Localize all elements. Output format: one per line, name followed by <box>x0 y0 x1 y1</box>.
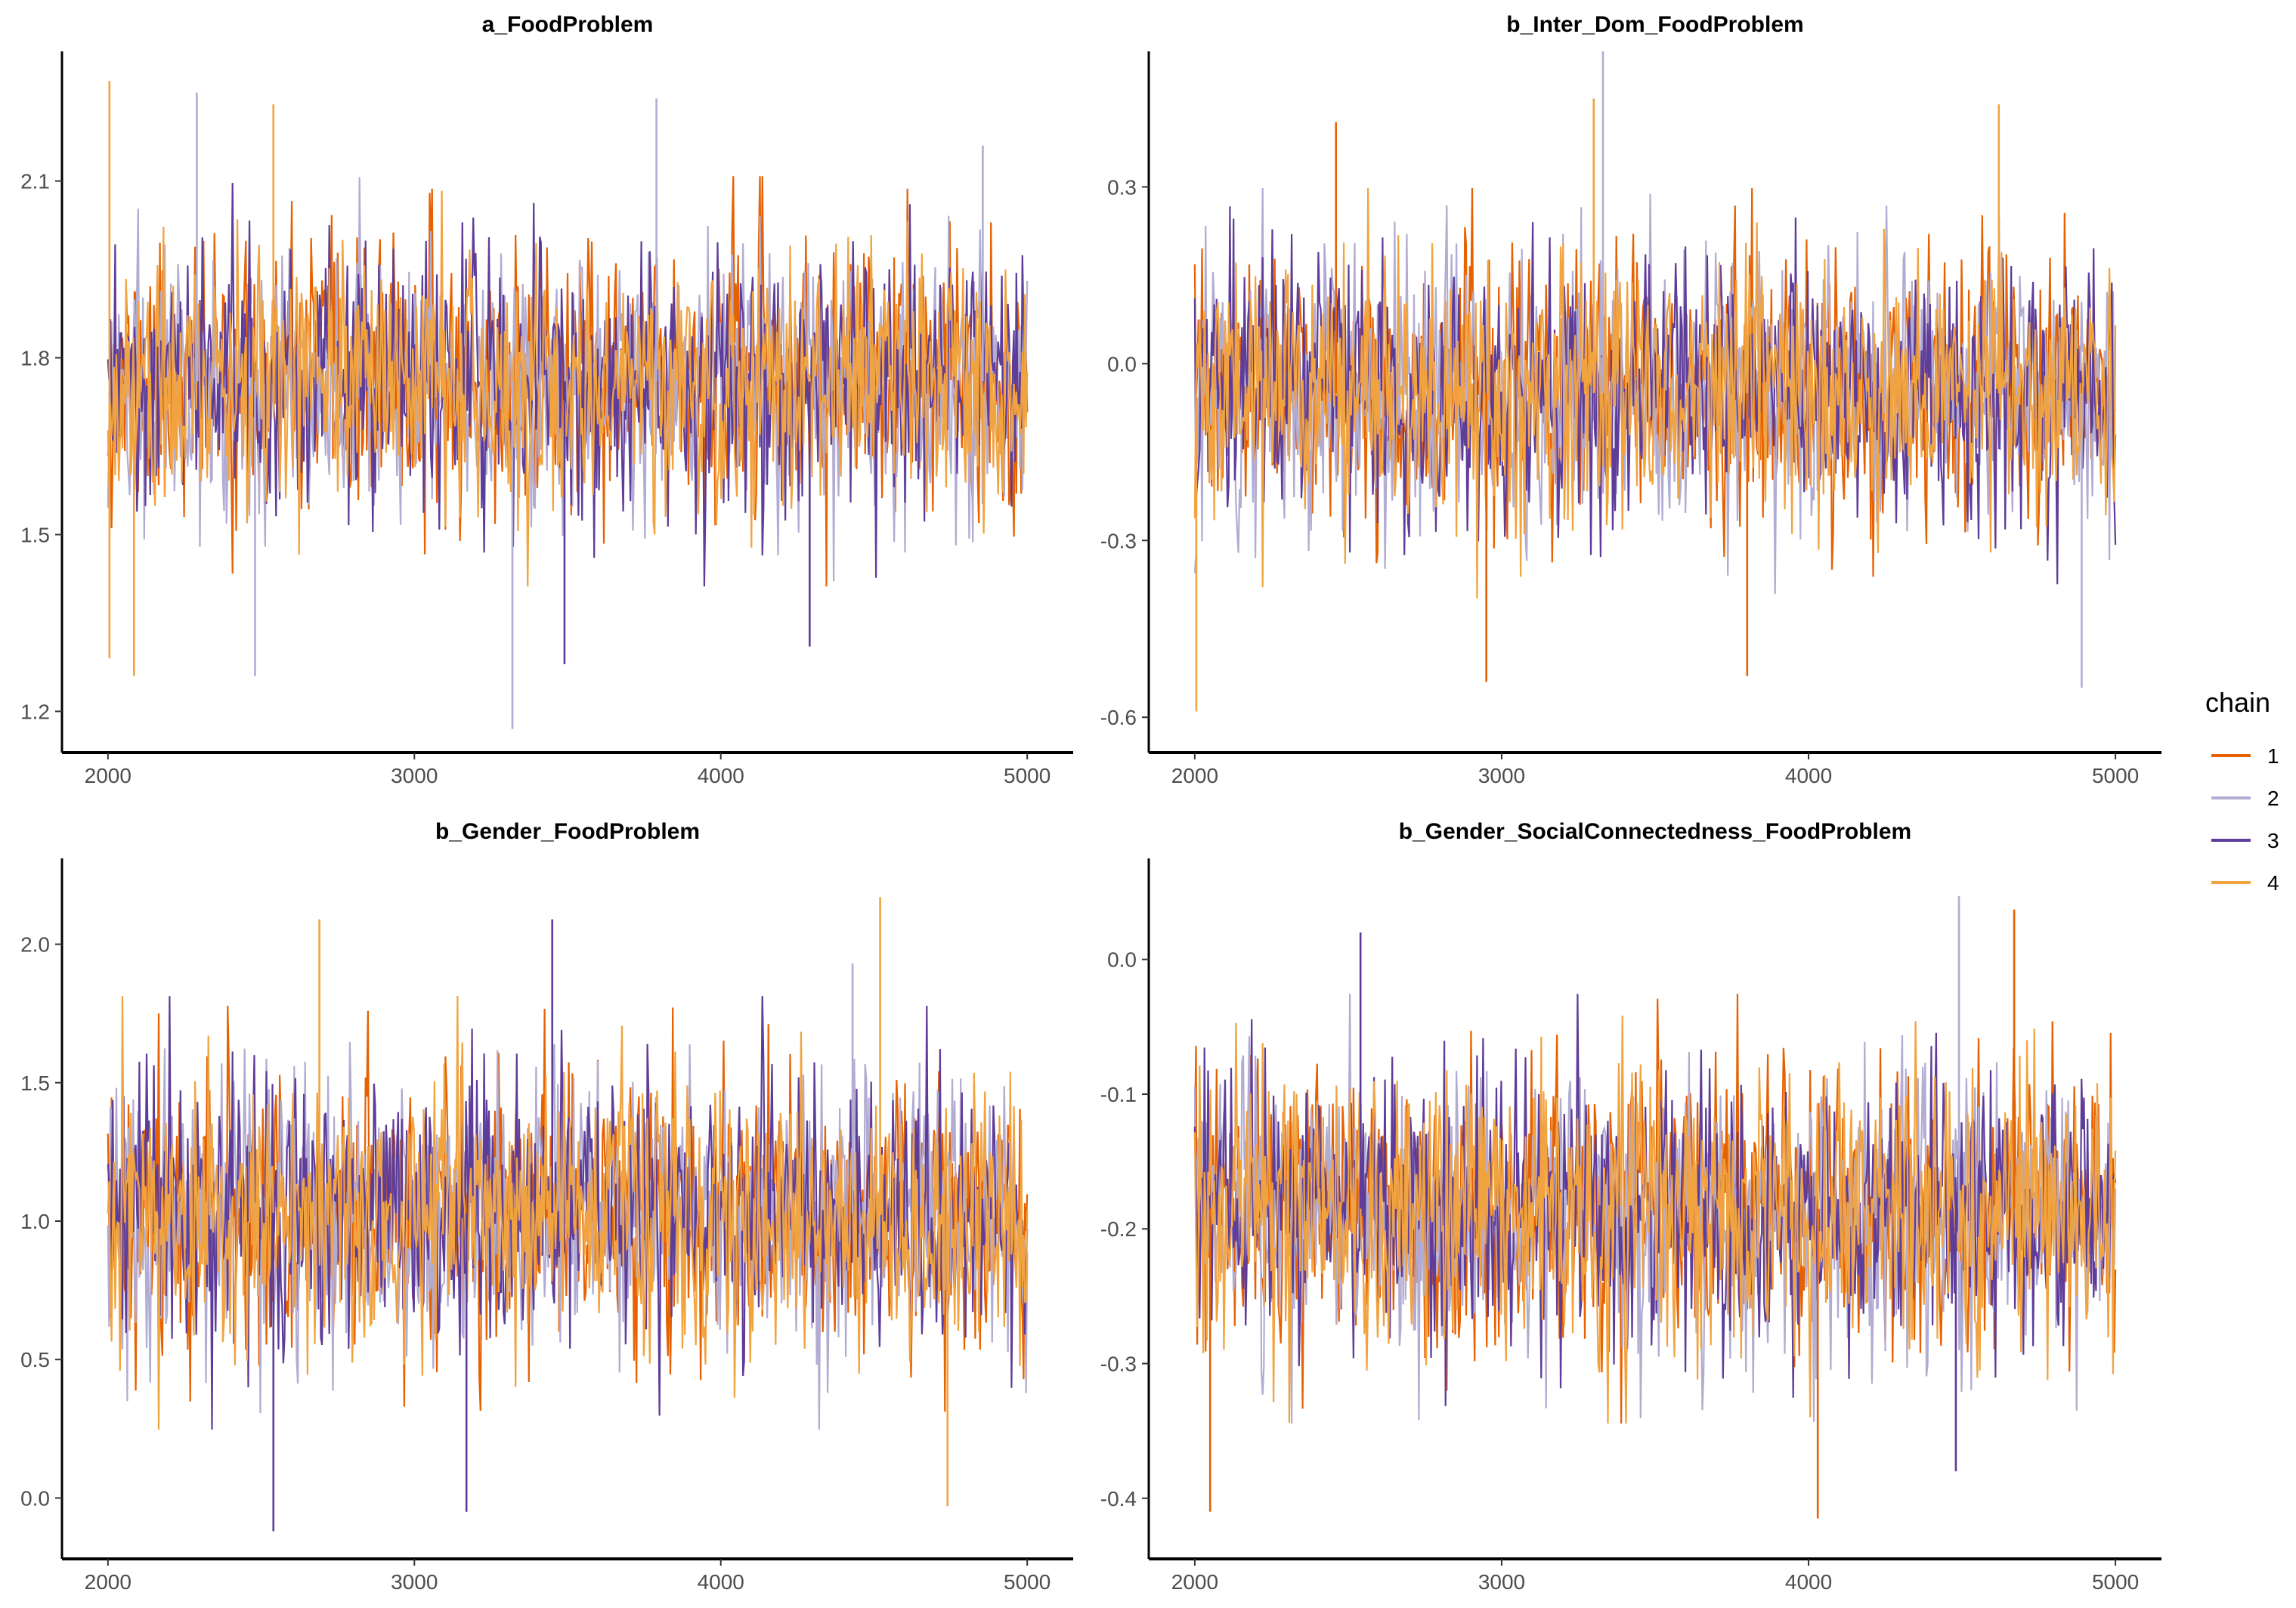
panel-title: b_Inter_Dom_FoodProblem <box>1506 12 1803 37</box>
x-tick-label: 5000 <box>2092 1570 2139 1594</box>
x-tick-label: 3000 <box>391 1570 438 1594</box>
y-tick-label: -0.3 <box>1100 529 1137 552</box>
panel-a-foodproblem: a_FoodProblem 2000 3000 4000 5000 1.2 1.5 1.8 2… <box>20 12 1073 787</box>
y-tick-label: 1.5 <box>20 523 50 546</box>
chain-4-trace <box>107 190 1029 587</box>
y-tick-label: 0.0 <box>20 1486 50 1510</box>
panel-title: a_FoodProblem <box>482 12 654 37</box>
x-tick-label: 4000 <box>698 764 744 787</box>
legend-label: 2 <box>2267 787 2279 810</box>
y-tick-label: 0.0 <box>1107 948 1137 972</box>
x-tick-label: 2000 <box>1171 764 1218 787</box>
legend-entry: 4 <box>2211 871 2279 895</box>
x-tick-label: 4000 <box>1785 764 1832 787</box>
legend-label: 3 <box>2267 829 2279 852</box>
y-tick-label: 1.2 <box>20 700 50 723</box>
y-tick-label: 0.5 <box>20 1348 50 1371</box>
chain-4-trace <box>107 996 1029 1430</box>
y-tick-label: -0.6 <box>1100 706 1137 729</box>
chain-4-trace <box>1193 1015 2117 1424</box>
y-tick-label: 2.0 <box>20 933 50 957</box>
x-tick-label: 3000 <box>1478 764 1525 787</box>
y-tick-label: 1.5 <box>20 1071 50 1095</box>
chain-legend: chain 1 2 3 4 <box>2205 687 2279 895</box>
x-tick-label: 2000 <box>85 764 132 787</box>
y-tick-label: 0.0 <box>1107 352 1137 376</box>
panel-b-gender-foodproblem: b_Gender_FoodProblem 2000 3000 4000 5000 0.0… <box>20 819 1073 1594</box>
x-tick-label: 2000 <box>85 1570 132 1594</box>
legend-title: chain <box>2205 687 2270 718</box>
x-tick-label: 3000 <box>1478 1570 1525 1594</box>
legend-entry: 3 <box>2211 829 2279 852</box>
chain-3-trace <box>107 182 1029 587</box>
y-tick-label: -0.3 <box>1100 1353 1137 1376</box>
x-tick-label: 4000 <box>698 1570 744 1594</box>
legend-entry: 2 <box>2211 787 2279 810</box>
x-tick-label: 5000 <box>1004 1570 1051 1594</box>
y-tick-label: -0.2 <box>1100 1217 1137 1241</box>
legend-label: 4 <box>2267 871 2279 895</box>
x-tick-label: 3000 <box>391 764 438 787</box>
x-tick-label: 4000 <box>1785 1570 1832 1594</box>
panel-title: b_Gender_FoodProblem <box>435 819 700 844</box>
y-tick-label: 1.0 <box>20 1210 50 1233</box>
y-tick-label: 1.8 <box>20 347 50 370</box>
chain-4-trace <box>1193 187 2117 598</box>
y-tick-label: 2.1 <box>20 170 50 193</box>
x-tick-label: 5000 <box>1004 764 1051 787</box>
legend-entry: 1 <box>2211 744 2279 768</box>
y-tick-label: -0.1 <box>1100 1083 1137 1106</box>
y-tick-label: -0.4 <box>1100 1487 1137 1511</box>
legend-label: 1 <box>2267 744 2279 768</box>
panel-title: b_Gender_SocialConnectedness_FoodProblem <box>1399 819 1912 844</box>
x-tick-label: 5000 <box>2092 764 2139 787</box>
y-tick-label: 0.3 <box>1107 175 1137 199</box>
x-tick-label: 2000 <box>1171 1570 1218 1594</box>
panel-b-inter-dom-foodproblem: b_Inter_Dom_FoodProblem 2000 3000 4000 5000… <box>1100 12 2161 787</box>
panel-b-gender-socialconnectedness-foodproblem: b_Gender_SocialConnectedness_FoodProblem… <box>1100 819 2161 1594</box>
